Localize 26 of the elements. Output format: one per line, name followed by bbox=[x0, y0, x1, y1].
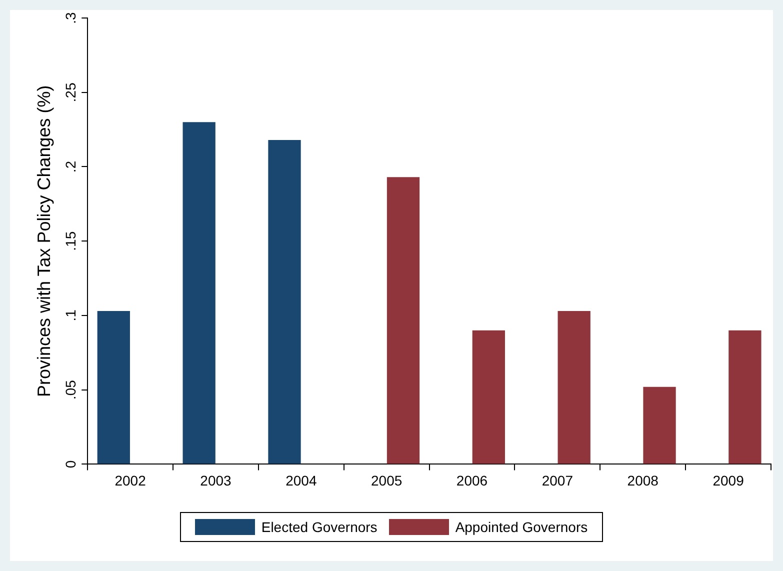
bar bbox=[643, 386, 676, 464]
x-tick-label: 2002 bbox=[114, 472, 146, 488]
x-tick-label: 2004 bbox=[286, 472, 317, 488]
bar bbox=[386, 177, 420, 464]
x-tick-label: 2009 bbox=[712, 472, 744, 488]
bar bbox=[182, 122, 216, 464]
bar bbox=[558, 311, 590, 464]
x-tick-label: 2006 bbox=[456, 472, 488, 488]
x-tick-label: 2007 bbox=[542, 472, 574, 488]
bar bbox=[472, 330, 505, 464]
y-tick-label: .15 bbox=[62, 231, 78, 251]
y-tick-label: .25 bbox=[62, 82, 78, 102]
bar bbox=[268, 140, 301, 464]
x-tick-label: 2003 bbox=[200, 472, 232, 488]
y-tick-label: .3 bbox=[62, 12, 78, 24]
legend-label: Elected Governors bbox=[261, 519, 378, 535]
y-tick-label: .05 bbox=[62, 380, 78, 400]
legend-label: Appointed Governors bbox=[455, 519, 588, 535]
y-tick-label: 0 bbox=[62, 460, 78, 468]
y-tick-label: .1 bbox=[62, 309, 78, 322]
y-axis-title: Provinces with Tax Policy Changes (%) bbox=[34, 85, 54, 397]
bar bbox=[97, 311, 130, 464]
bar bbox=[728, 330, 762, 464]
x-tick-label: 2005 bbox=[371, 472, 402, 488]
y-tick-label: .2 bbox=[62, 160, 78, 173]
x-tick-label: 2008 bbox=[627, 472, 659, 488]
